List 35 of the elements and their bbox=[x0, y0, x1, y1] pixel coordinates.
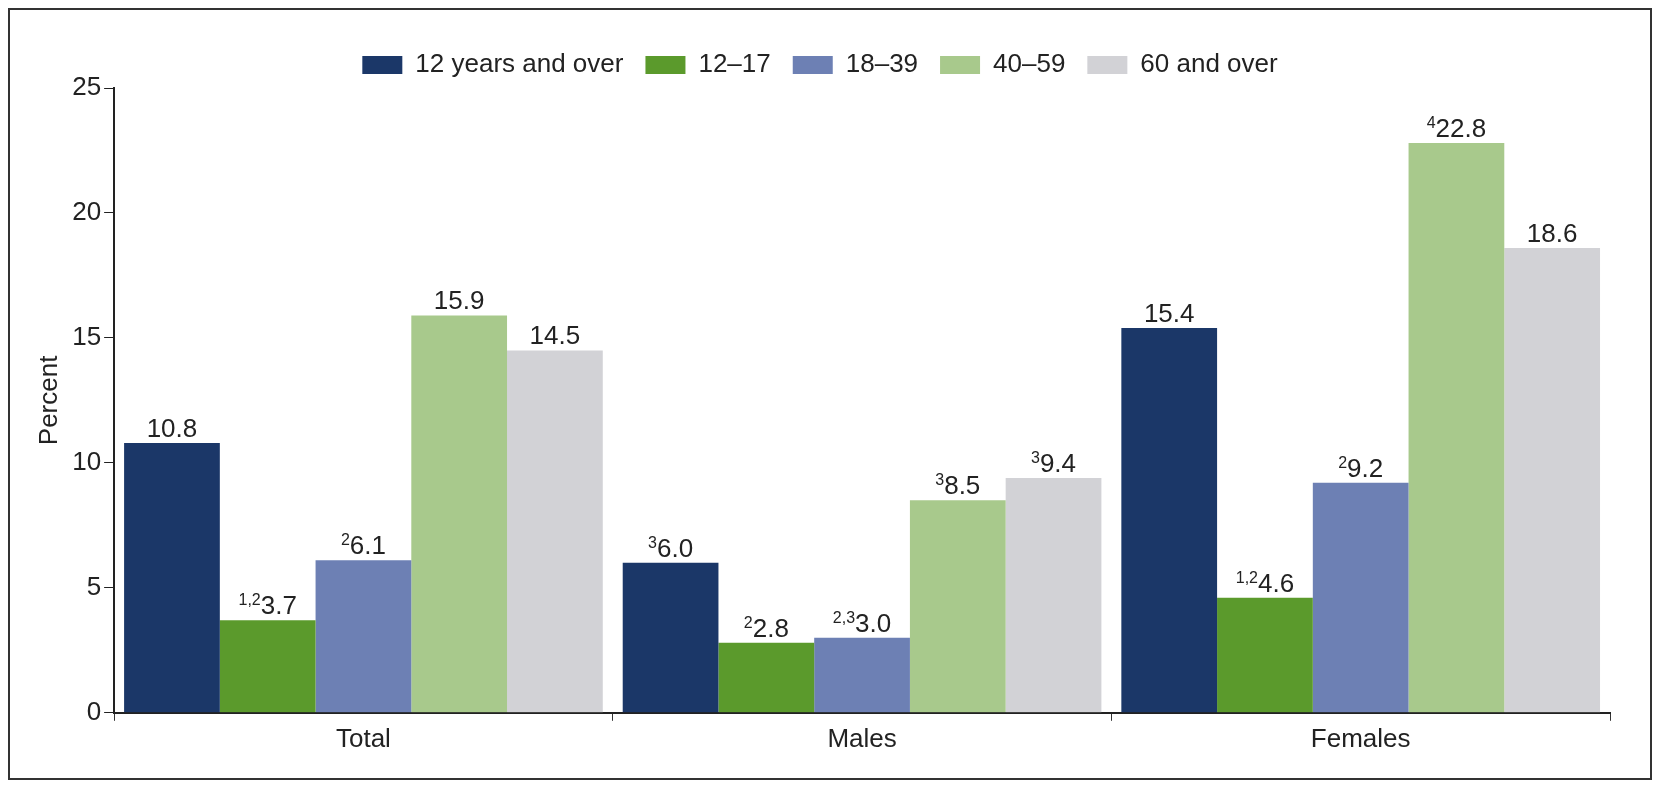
bar bbox=[622, 562, 719, 713]
y-tick-label: 20 bbox=[72, 196, 102, 227]
bar bbox=[909, 500, 1006, 713]
y-tick-label: 25 bbox=[72, 71, 102, 102]
y-tick-label: 15 bbox=[72, 321, 102, 352]
legend-label: 12–17 bbox=[698, 48, 771, 79]
legend-label: 18–39 bbox=[845, 48, 919, 79]
data-label: 15.4 bbox=[1143, 297, 1195, 328]
data-label: 18.6 bbox=[1526, 217, 1578, 248]
y-tick-label: 5 bbox=[86, 571, 102, 602]
x-tick-label: Females bbox=[1310, 722, 1411, 753]
legend-label: 60 and over bbox=[1140, 48, 1279, 79]
legend-label: 40–59 bbox=[993, 48, 1066, 79]
y-tick-label: 0 bbox=[86, 695, 102, 726]
data-label: 15.9 bbox=[433, 285, 485, 316]
bar bbox=[1005, 477, 1102, 713]
bar bbox=[1408, 142, 1505, 713]
data-label: 10.8 bbox=[146, 412, 198, 443]
bar bbox=[507, 350, 603, 713]
bar bbox=[1312, 482, 1409, 713]
bar bbox=[219, 620, 316, 713]
bar bbox=[1217, 597, 1313, 713]
legend-label: 12 years and over bbox=[415, 48, 624, 79]
bar bbox=[315, 560, 412, 713]
x-tick-label: Total bbox=[335, 722, 391, 753]
bar bbox=[124, 442, 220, 713]
bar bbox=[1504, 247, 1601, 713]
x-tick-label: Males bbox=[827, 722, 897, 753]
y-axis-title: Percent bbox=[32, 354, 63, 446]
bar bbox=[411, 315, 508, 713]
y-tick-label: 10 bbox=[72, 446, 102, 477]
data-label: 14.5 bbox=[529, 320, 581, 351]
bar bbox=[718, 642, 815, 713]
bar bbox=[1121, 327, 1218, 713]
bar bbox=[814, 637, 910, 713]
